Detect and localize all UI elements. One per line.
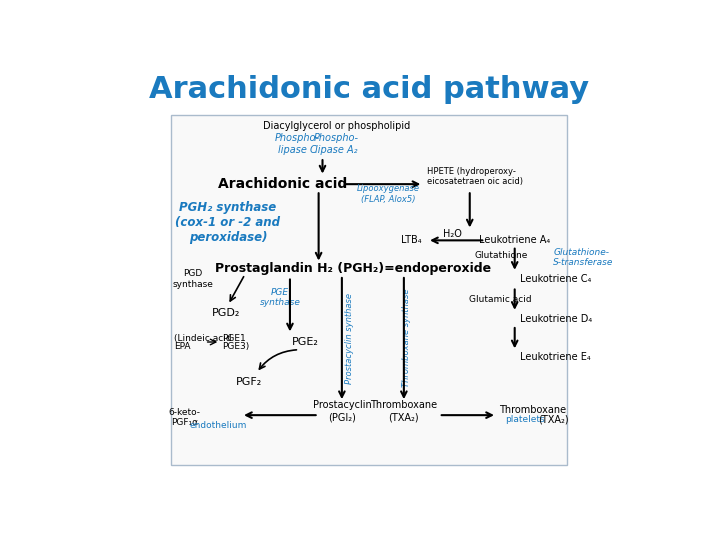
Text: Arachidonic acid pathway: Arachidonic acid pathway [149,75,589,104]
Text: LTB₄: LTB₄ [401,235,422,245]
Text: Thromboxane synthase: Thromboxane synthase [402,289,410,387]
Text: Diacylglycerol or phospholipid: Diacylglycerol or phospholipid [263,122,410,131]
Text: Lipooxygenase
(FLAP, Alox5): Lipooxygenase (FLAP, Alox5) [357,185,420,204]
Text: Prostacyclin
(PGI₂): Prostacyclin (PGI₂) [312,401,372,422]
Text: H₂O: H₂O [444,229,462,239]
Text: 6-keto-
PGF₁α: 6-keto- PGF₁α [168,408,201,427]
Text: PGE₂: PGE₂ [292,337,319,347]
Text: Glutathione-
S-transferase: Glutathione- S-transferase [554,248,614,267]
Text: PGD₂: PGD₂ [212,308,240,318]
FancyBboxPatch shape [171,115,567,465]
Text: Prostaglandin H₂ (PGH₂)=endoperoxide: Prostaglandin H₂ (PGH₂)=endoperoxide [215,262,492,275]
Text: EPA: EPA [174,342,190,351]
Text: Arachidonic acid: Arachidonic acid [217,177,347,191]
Text: PGH₂ synthase
(cox-1 or -2 and
peroxidase): PGH₂ synthase (cox-1 or -2 and peroxidas… [176,201,281,244]
Text: Thromboxane
(TXA₂): Thromboxane (TXA₂) [370,401,438,422]
Text: platelets: platelets [505,415,544,423]
Text: Glutamic acid: Glutamic acid [469,295,532,304]
Text: (Lindeic acid: (Lindeic acid [174,334,231,343]
Text: Leukotriene E₄: Leukotriene E₄ [520,353,591,362]
Text: (TXA₂): (TXA₂) [538,414,569,424]
Text: Phospho-
lipase A₂: Phospho- lipase A₂ [314,133,359,155]
Text: Glutathione: Glutathione [474,251,528,260]
Text: Leukotriene D₄: Leukotriene D₄ [520,314,593,324]
Text: PGE
synthase: PGE synthase [259,288,300,307]
Text: PGF₂: PGF₂ [235,377,262,387]
Text: PGE1: PGE1 [222,334,246,343]
Text: Phospho-
lipase C: Phospho- lipase C [275,133,320,155]
Text: PGD
synthase: PGD synthase [173,269,214,288]
Text: Thromboxane: Thromboxane [499,405,567,415]
Text: Prostacyclin synthase: Prostacyclin synthase [345,293,354,383]
Text: Leukotriene C₄: Leukotriene C₄ [520,274,592,284]
Text: HPETE (hydroperoxy-
eicosatetraen oic acid): HPETE (hydroperoxy- eicosatetraen oic ac… [427,167,523,186]
Text: endothelium: endothelium [189,421,246,430]
Text: Leukotriene A₄: Leukotriene A₄ [479,235,550,245]
Text: PGE3): PGE3) [222,342,249,351]
